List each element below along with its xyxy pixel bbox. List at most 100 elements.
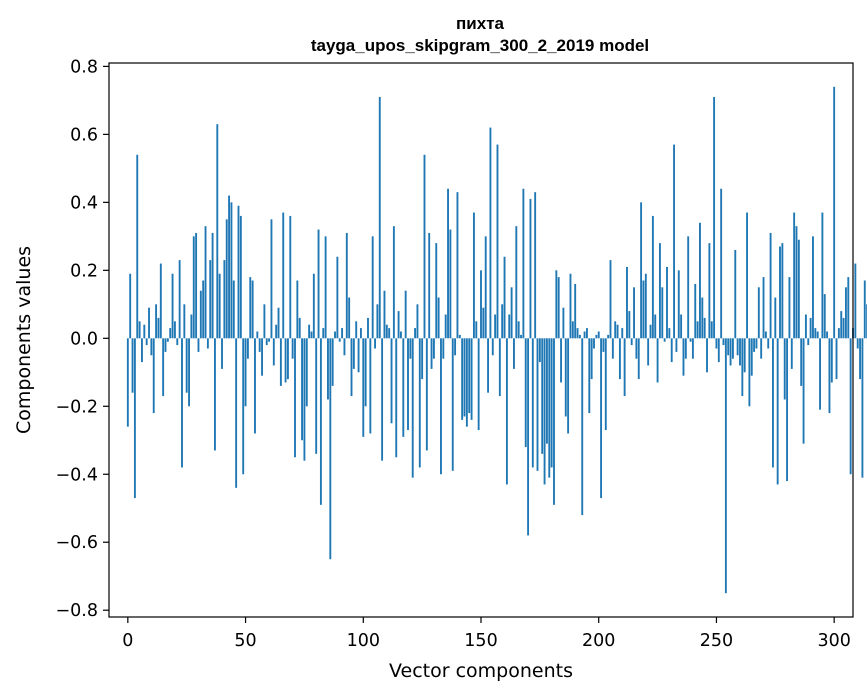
bar-component-246 [706,338,708,373]
bar-component-291 [812,236,814,339]
bar-component-282 [790,338,793,369]
bar-component-102 [367,317,369,339]
bar-component-35 [209,260,212,339]
bar-component-31 [199,290,202,339]
bar-component-266 [753,338,756,352]
bar-component-52 [249,277,252,339]
bar-component-45 [232,280,235,339]
bar-component-55 [256,331,259,339]
bar-component-283 [793,212,796,339]
bar-component-304 [842,317,845,339]
bar-component-159 [501,304,504,339]
bar-component-261 [741,338,744,397]
bar-component-125 [421,338,424,380]
bar-component-49 [242,338,245,475]
bar-component-309 [854,263,857,339]
bar-component-268 [757,287,760,339]
bar-component-218 [640,202,643,339]
bar-component-11 [152,338,155,414]
bar-component-87 [331,338,334,386]
bar-component-255 [727,338,730,356]
y-tick-label: 0.2 [70,261,98,281]
bar-component-198 [593,338,595,349]
bar-component-227 [661,287,664,339]
bar-component-203 [604,338,607,431]
bar-component-126 [423,154,426,339]
x-tick-label: 250 [700,631,733,651]
bar-component-186 [564,338,567,417]
bar-component-41 [223,260,226,339]
bar-component-289 [807,338,810,346]
bar-component-172 [531,338,534,468]
bar-component-119 [407,338,409,431]
bar-component-108 [381,338,384,461]
bar-component-135 [444,314,447,339]
bar-component-206 [611,338,614,359]
bar-component-239 [689,338,692,342]
bar-component-111 [388,328,391,339]
bar-component-248 [710,321,713,339]
bar-component-231 [670,338,673,363]
bar-component-264 [748,338,751,407]
bar-component-32 [202,280,205,339]
bar-component-63 [275,324,278,339]
bar-component-28 [192,236,195,339]
bar-component-138 [451,338,454,471]
bar-component-139 [454,338,457,356]
bar-component-284 [795,226,798,339]
bar-component-66 [282,212,285,339]
bar-component-144 [465,338,468,427]
bar-component-200 [597,331,600,339]
bar-component-164 [513,338,515,369]
bar-component-4 [136,154,139,339]
bar-component-82 [319,338,322,505]
bar-component-279 [783,338,786,400]
bar-component-212 [626,266,628,339]
bar-component-238 [687,236,690,339]
bar-component-257 [731,338,734,359]
chart-title: пихта [456,14,504,33]
bar-component-276 [776,338,779,485]
bar-component-252 [720,188,723,339]
bar-component-166 [517,321,520,339]
bar-component-223 [651,215,654,339]
bar-component-101 [364,338,367,407]
bar-component-116 [400,331,402,339]
bar-component-262 [743,338,746,373]
bar-component-27 [190,314,193,339]
bar-component-208 [616,324,619,339]
bar-component-301 [835,338,838,380]
bar-component-192 [578,334,581,339]
y-axis-ticks: 0.8 0.6 0.4 0.2 0.0 −0.2 −0.4 −0.6 −0.8 [56,57,109,621]
bar-component-194 [583,331,586,339]
bar-component-184 [560,338,562,383]
bar-component-259 [736,338,739,356]
bar-component-80 [315,338,318,454]
y-tick-label: −0.8 [56,601,99,621]
bar-component-143 [463,338,466,417]
bar-component-43 [228,195,231,339]
bar-component-40 [221,338,223,369]
bar-component-13 [157,317,160,339]
bar-series [126,86,867,594]
bar-component-191 [576,328,579,339]
bar-component-185 [562,307,565,339]
y-axis-label: Components values [13,246,35,434]
bar-component-213 [628,311,631,339]
bar-component-151 [482,307,485,339]
bar-component-207 [614,321,617,339]
bar-component-275 [774,297,777,339]
bar-component-204 [607,334,610,339]
bar-component-312 [861,338,864,478]
bar-component-34 [206,338,209,349]
bar-component-73 [298,317,301,339]
bar-component-271 [764,331,767,339]
bar-component-110 [385,324,388,339]
bar-component-19 [171,273,174,339]
bar-component-78 [310,331,313,339]
bar-component-53 [251,280,254,339]
bar-component-60 [268,338,271,342]
bar-component-9 [148,307,150,339]
bar-component-190 [574,283,577,339]
bar-component-229 [666,266,668,339]
